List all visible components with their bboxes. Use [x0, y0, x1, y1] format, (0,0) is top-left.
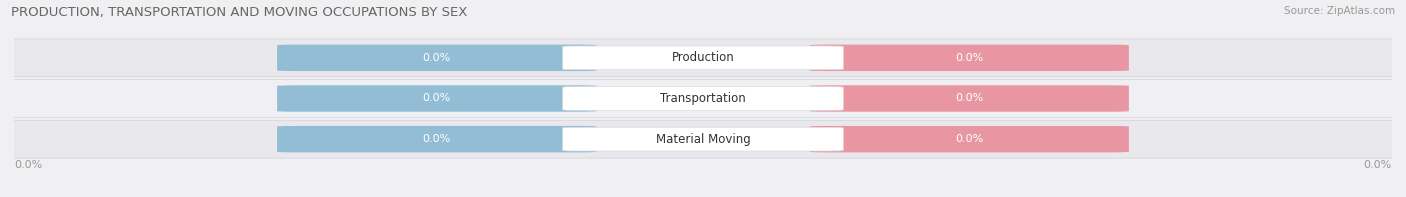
Text: 0.0%: 0.0%	[423, 53, 451, 63]
Text: Production: Production	[672, 51, 734, 64]
Text: 0.0%: 0.0%	[14, 160, 42, 170]
Text: Material Moving: Material Moving	[655, 133, 751, 146]
FancyBboxPatch shape	[0, 120, 1406, 158]
FancyBboxPatch shape	[277, 126, 596, 152]
FancyBboxPatch shape	[277, 45, 596, 71]
FancyBboxPatch shape	[810, 45, 1129, 71]
Text: 0.0%: 0.0%	[423, 134, 451, 144]
Text: 0.0%: 0.0%	[1364, 160, 1392, 170]
FancyBboxPatch shape	[562, 87, 844, 110]
Text: PRODUCTION, TRANSPORTATION AND MOVING OCCUPATIONS BY SEX: PRODUCTION, TRANSPORTATION AND MOVING OC…	[11, 6, 468, 19]
Text: 0.0%: 0.0%	[955, 134, 983, 144]
FancyBboxPatch shape	[562, 46, 844, 70]
Text: Source: ZipAtlas.com: Source: ZipAtlas.com	[1284, 6, 1395, 16]
FancyBboxPatch shape	[810, 126, 1129, 152]
Text: 0.0%: 0.0%	[955, 94, 983, 103]
FancyBboxPatch shape	[562, 127, 844, 151]
FancyBboxPatch shape	[0, 39, 1406, 77]
Text: 0.0%: 0.0%	[955, 53, 983, 63]
Text: Transportation: Transportation	[661, 92, 745, 105]
FancyBboxPatch shape	[810, 85, 1129, 112]
FancyBboxPatch shape	[277, 85, 596, 112]
FancyBboxPatch shape	[0, 80, 1406, 117]
Text: 0.0%: 0.0%	[423, 94, 451, 103]
